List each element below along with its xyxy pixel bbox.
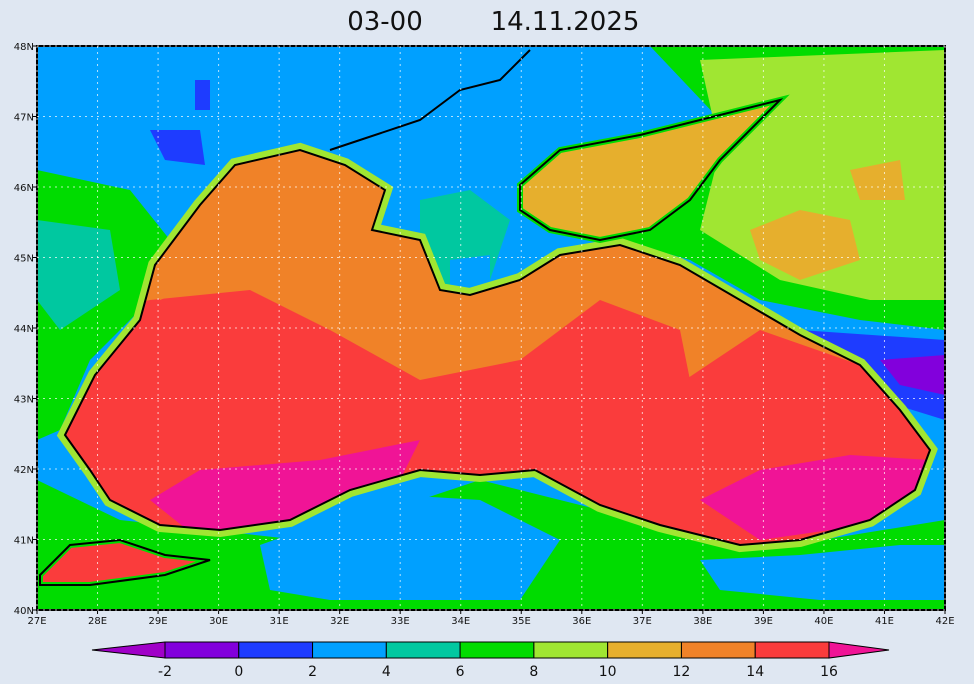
colorbar-bin <box>533 641 609 659</box>
colorbar-label: 12 <box>673 664 691 680</box>
colorbar-bin <box>238 641 314 659</box>
x-tick-label: 36E <box>572 616 591 627</box>
y-tick-label: 44N <box>14 324 34 335</box>
y-tick-label: 46N <box>14 183 34 194</box>
colorbar-label: 4 <box>382 664 391 680</box>
colorbar-bin <box>164 641 240 659</box>
x-tick-label: 32E <box>330 616 349 627</box>
colorbar-label: 16 <box>820 664 838 680</box>
y-tick-label: 45N <box>14 254 34 265</box>
y-tick-label: 41N <box>14 536 34 547</box>
colorbar-bin <box>680 641 756 659</box>
x-tick-label: 42E <box>935 616 954 627</box>
colorbar-bin <box>754 641 830 659</box>
x-tick-label: 34E <box>451 616 470 627</box>
x-tick-label: 38E <box>693 616 712 627</box>
colorbar-bin <box>459 641 535 659</box>
x-tick-label: 40E <box>814 616 833 627</box>
x-tick-label: 31E <box>270 616 289 627</box>
colorbar-lower-extension <box>91 641 166 659</box>
colorbar-upper-extension <box>828 641 890 659</box>
x-tick-label: 29E <box>149 616 168 627</box>
x-tick-label: 37E <box>633 616 652 627</box>
y-tick-label: 43N <box>14 395 34 406</box>
colorbar-bin <box>385 641 461 659</box>
x-tick-label: 28E <box>88 616 107 627</box>
y-tick-label: 40N <box>14 606 34 617</box>
x-tick-label: 35E <box>512 616 531 627</box>
colorbar-label: 2 <box>308 664 317 680</box>
colorbar-label: 8 <box>529 664 538 680</box>
colorbar-label: 14 <box>746 664 764 680</box>
date-label: 14.11.2025 <box>491 7 640 37</box>
colorbar-bin <box>312 641 387 659</box>
colorbar-label: 10 <box>599 664 617 680</box>
x-tick-label: 39E <box>754 616 773 627</box>
colorbar-label: -2 <box>158 664 172 680</box>
y-tick-label: 47N <box>14 113 34 124</box>
map-field <box>37 46 945 610</box>
x-tick-label: 33E <box>391 616 410 627</box>
y-tick-label: 42N <box>14 465 34 476</box>
colorbar-label: 0 <box>234 664 243 680</box>
y-tick-label: 48N <box>14 42 34 53</box>
x-tick-label: 27E <box>27 616 46 627</box>
colorbar-bin <box>607 641 682 659</box>
x-tick-label: 41E <box>875 616 894 627</box>
colorbar-label: 6 <box>456 664 465 680</box>
x-tick-label: 30E <box>209 616 228 627</box>
time-label: 03-00 <box>347 7 423 37</box>
